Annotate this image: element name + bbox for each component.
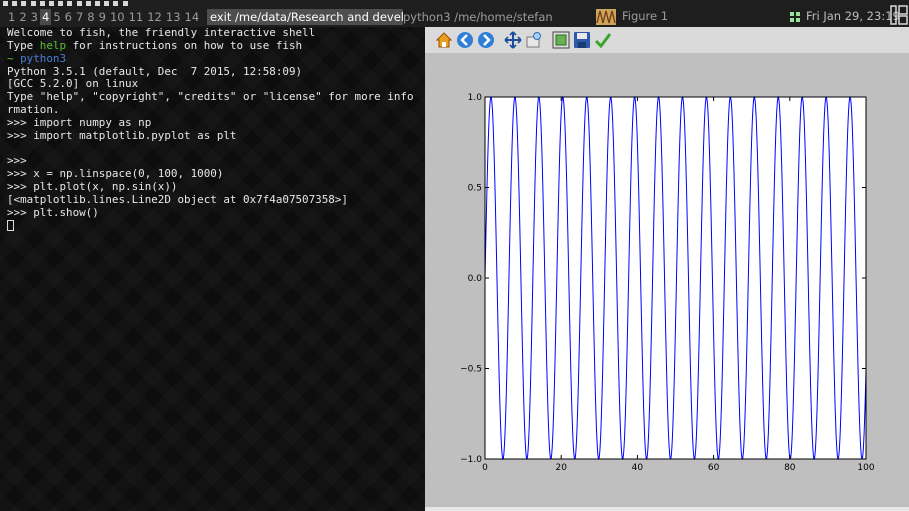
axes-background [485,97,866,459]
terminal-line: >>> import matplotlib.pyplot as plt [7,129,237,142]
x-tick-label: 100 [857,463,874,473]
clock-text: Fri Jan 29, 23:19 [806,9,900,23]
save-icon[interactable] [573,31,591,49]
workspace-7[interactable]: 7 [75,10,84,24]
terminal-line: Welcome to fish, the friendly interactiv… [7,27,316,39]
window-tab-figure[interactable]: Figure 1 [596,7,668,25]
workspace-dot [85,1,91,6]
network-icon [790,11,800,22]
figure-window-label: Figure 1 [622,9,669,23]
workspace-indicator-dots [3,1,158,6]
home-icon[interactable] [435,31,453,49]
workspace-3[interactable]: 3 [30,10,38,24]
window-tab-active[interactable]: exit /me/data/Research and devel... [207,9,403,25]
workspace-dot [76,1,82,6]
workspace-8[interactable]: 8 [87,10,95,24]
workspace-dot [12,1,18,6]
top-bar: 1 2 3 4 5 6 7 8 9 10 11 12 13 14 exit /me/data/Resear… [0,0,909,27]
terminal-line: [<matplotlib.lines.Line2D object at 0x7f… [7,193,348,206]
series-line-sin [484,95,867,461]
workspace-11[interactable]: 11 [128,10,144,24]
workspace-9[interactable]: 9 [98,10,106,24]
x-tick-label: 40 [632,463,644,473]
workspace-dot [113,1,119,6]
x-tick-label: 0 [482,463,488,473]
workspace-2[interactable]: 2 [19,10,27,24]
back-icon[interactable] [456,31,474,49]
workspace-10[interactable]: 10 [109,10,125,24]
terminal-output: Welcome to fish, the friendly interactiv… [7,27,425,233]
prompt-command: python3 [13,52,67,65]
x-tick-label: 60 [708,463,720,473]
workspace-dot [21,1,27,6]
pan-icon[interactable] [504,31,522,49]
y-tick-label: 0.5 [468,184,482,194]
zoom-icon[interactable] [525,31,543,49]
figure-window-icon [596,8,616,25]
y-tick-label: 1.0 [468,93,483,103]
forward-icon[interactable] [477,31,495,49]
matplotlib-toolbar [425,27,909,53]
terminal-line: ~ python3 [7,53,425,66]
x-tick-label: 80 [784,463,796,473]
workspace-14[interactable]: 14 [184,10,200,24]
workspace-list: 1 2 3 4 5 6 7 8 9 10 11 12 13 14 [6,9,201,25]
workspace-dot [104,1,110,6]
text-cursor [7,219,14,231]
terminal-line: >>> plt.show() [7,206,99,219]
workspace-4[interactable]: 4 [39,9,52,25]
workspace-dot [30,1,36,6]
workspace-6[interactable]: 6 [64,10,72,24]
workspace-dot [3,1,8,6]
workspace-1[interactable]: 1 [8,10,16,24]
figure-statusbar [425,507,909,511]
terminal-line: >>> x = np.linspace(0, 100, 1000) [7,168,224,181]
terminal-line [7,143,425,156]
terminal-prompt-line[interactable] [7,219,425,233]
workspace-12[interactable]: 12 [147,10,162,24]
workspace-dot [58,1,64,6]
y-tick-label: −1.0 [460,455,482,465]
prompt-tilde: ~ [7,52,14,65]
terminal-line: Type "help", "copyright", "credits" or "… [7,91,414,104]
workspace-dot [49,1,54,6]
clock: Fri Jan 29, 23:19 [789,7,900,25]
edit-icon[interactable] [594,31,612,49]
window-tab-python3[interactable]: python3 /me/home/stefan [403,10,553,24]
subplots-icon[interactable] [552,31,570,49]
workspace-5[interactable]: 5 [53,10,61,24]
figure-window[interactable]: 0 20 40 60 80 100 1.0 0.5 0.0 −0.5 −1.0 [425,27,909,511]
workspace-dot [39,1,45,6]
plot-canvas[interactable]: 0 20 40 60 80 100 1.0 0.5 0.0 −0.5 −1.0 [425,53,909,507]
help-keyword: help [39,39,67,52]
terminal-line: [GCC 5.2.0] on linux [7,78,139,91]
terminal-line: >>> import numpy as np [7,116,152,129]
y-tick-label: −0.5 [460,365,482,375]
terminal-line: >>> plt.plot(x, np.sin(x)) [7,181,178,194]
y-tick-label: 0.0 [468,274,483,284]
terminal-line: rmation. [7,104,60,117]
workspace-dot [67,1,73,6]
x-tick-label: 20 [555,463,567,473]
workspace-dot [95,1,100,6]
workspace-dot [122,1,128,6]
terminal-line: >>> [7,155,27,168]
terminal-window[interactable]: Welcome to fish, the friendly interactiv… [0,27,425,511]
layout-icon[interactable] [890,5,908,25]
terminal-line: Type help for instructions on how to use… [7,39,303,52]
workspace-13[interactable]: 13 [165,10,181,24]
terminal-line: Python 3.5.1 (default, Dec 7 2015, 12:58… [7,65,303,78]
